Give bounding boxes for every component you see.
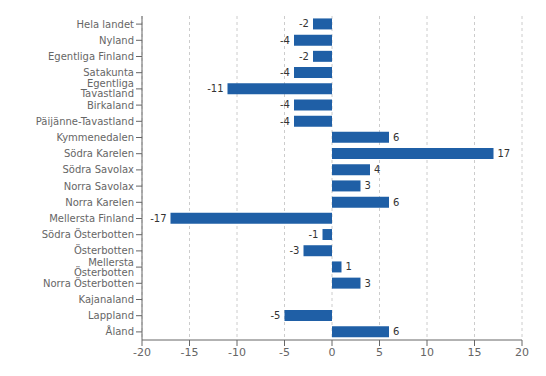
svg-text:6: 6 <box>393 132 399 143</box>
svg-text:-3: -3 <box>290 245 300 256</box>
svg-text:-11: -11 <box>207 83 223 94</box>
svg-text:EgentligaTavastland: EgentligaTavastland <box>80 78 134 99</box>
svg-text:-2: -2 <box>299 51 309 62</box>
svg-text:-4: -4 <box>280 99 290 110</box>
svg-text:Kymmenedalen: Kymmenedalen <box>56 132 134 143</box>
svg-text:Södra Österbotten: Södra Österbotten <box>42 228 134 240</box>
svg-text:Norra Österbotten: Norra Österbotten <box>43 277 134 289</box>
svg-text:4: 4 <box>374 164 380 175</box>
svg-text:Södra Karelen: Södra Karelen <box>64 148 134 159</box>
svg-text:-1: -1 <box>309 229 319 240</box>
svg-text:MellerstaÖsterbotten: MellerstaÖsterbotten <box>74 257 134 278</box>
svg-text:Norra Savolax: Norra Savolax <box>64 181 134 192</box>
svg-text:Egentliga Finland: Egentliga Finland <box>48 51 134 62</box>
svg-text:17: 17 <box>498 148 511 159</box>
svg-text:Mellersta Finland: Mellersta Finland <box>49 213 134 224</box>
svg-text:Kajanaland: Kajanaland <box>79 294 134 305</box>
svg-text:-4: -4 <box>280 35 290 46</box>
svg-text:5: 5 <box>376 346 383 359</box>
svg-text:Österbotten: Österbotten <box>74 244 134 256</box>
svg-text:Birkaland: Birkaland <box>87 100 134 111</box>
svg-text:Åland: Åland <box>106 325 134 337</box>
svg-text:Päijänne-Tavastland: Päijänne-Tavastland <box>36 116 134 127</box>
svg-text:-15: -15 <box>181 346 199 359</box>
svg-text:-17: -17 <box>150 213 166 224</box>
svg-text:Lappland: Lappland <box>88 310 134 321</box>
svg-text:Södra Savolax: Södra Savolax <box>62 164 134 175</box>
svg-text:6: 6 <box>393 326 399 337</box>
svg-text:Hela landet: Hela landet <box>77 19 135 30</box>
svg-text:20: 20 <box>515 346 529 359</box>
svg-text:-2: -2 <box>299 18 309 29</box>
svg-text:-4: -4 <box>280 67 290 78</box>
svg-text:-4: -4 <box>280 116 290 127</box>
svg-text:3: 3 <box>365 278 371 289</box>
svg-text:-20: -20 <box>133 346 151 359</box>
svg-text:-5: -5 <box>279 346 290 359</box>
svg-text:-5: -5 <box>271 310 281 321</box>
svg-text:0: 0 <box>329 346 336 359</box>
svg-text:3: 3 <box>365 180 371 191</box>
svg-text:15: 15 <box>468 346 482 359</box>
svg-text:Satakunta: Satakunta <box>83 67 134 78</box>
svg-text:10: 10 <box>420 346 434 359</box>
svg-text:Norra Karelen: Norra Karelen <box>65 197 134 208</box>
svg-text:1: 1 <box>346 261 352 272</box>
svg-text:-10: -10 <box>228 346 246 359</box>
svg-text:Nyland: Nyland <box>99 35 134 46</box>
svg-text:6: 6 <box>393 197 399 208</box>
